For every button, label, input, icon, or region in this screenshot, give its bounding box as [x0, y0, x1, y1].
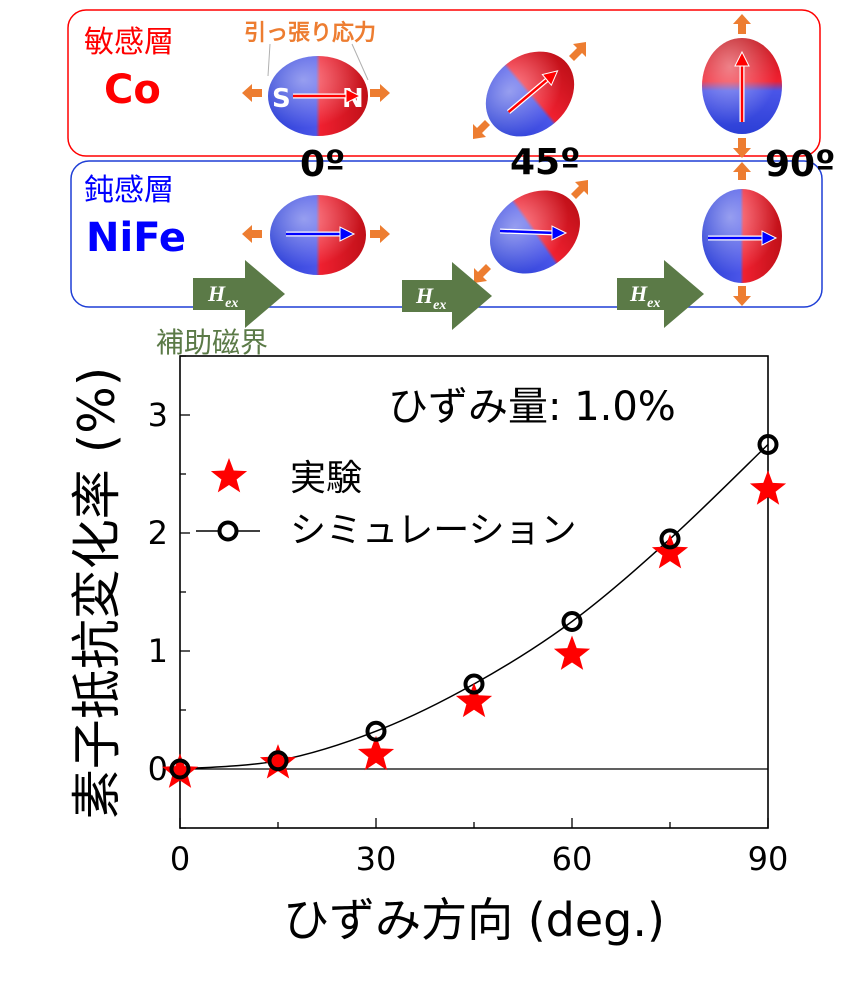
simulation-point	[463, 673, 485, 695]
y-tick-label: 3	[148, 396, 168, 434]
nife-magnet-90deg	[702, 189, 782, 283]
stress-arrow-right-nife-0	[370, 225, 390, 243]
field-symbol: H	[207, 281, 226, 306]
stress-arrow-ll-45	[473, 120, 490, 139]
stress-arrow-up-90	[733, 14, 751, 34]
stress-arrow-left-nife-0	[242, 225, 262, 243]
legend-label-simulation: シミュレーション	[290, 510, 577, 551]
insensitive-layer-label: 鈍感層	[84, 173, 174, 208]
experiment-point	[455, 682, 493, 718]
simulation-point	[365, 720, 387, 742]
assist-field-label: 補助磁界	[156, 326, 268, 359]
y-tick-label: 1	[148, 632, 168, 670]
co-magnet-0deg: S N	[268, 56, 368, 136]
sensitive-layer-frame	[67, 9, 821, 157]
legend: 実験 シミュレーション	[196, 458, 577, 551]
x-tick-label: 60	[552, 840, 593, 878]
nife-arrow-45deg	[499, 225, 568, 241]
insensitive-layer-material: NiFe	[86, 215, 186, 261]
experiment-point	[161, 753, 199, 788]
experiment-point	[749, 470, 787, 505]
svg-text:Hex: Hex	[415, 283, 446, 313]
simulation-point	[267, 750, 289, 772]
stress-pointer-right	[351, 43, 369, 81]
experiment-point	[259, 744, 297, 779]
simulation-point	[659, 528, 681, 550]
field-symbol: H	[415, 283, 434, 308]
stress-arrow-ur-nife-45	[571, 180, 588, 199]
angle-label-90: 90º	[765, 144, 835, 185]
field-subscript: ex	[647, 296, 660, 311]
field-arrow-3: Hex	[617, 260, 704, 328]
co-magnet-45deg	[485, 51, 575, 137]
legend-circle-marker	[217, 520, 239, 542]
simulation-point	[757, 434, 779, 455]
x-axis-label: ひずみ方向 (deg.)	[283, 893, 665, 947]
x-tick-label: 90	[748, 840, 789, 878]
stress-arrow-down2-90	[733, 286, 751, 306]
stress-pointer-left	[267, 43, 271, 77]
data-markers	[161, 434, 787, 788]
magnet-pole-s: S	[272, 84, 291, 114]
experiment-point	[357, 735, 395, 771]
y-tick-label: 0	[148, 750, 168, 788]
svg-text:Hex: Hex	[207, 281, 238, 311]
experiment-point	[651, 534, 689, 569]
stress-arrow-ur-45	[569, 42, 586, 61]
field-subscript: ex	[225, 296, 238, 311]
annotation-strain: ひずみ量: 1.0%	[388, 384, 676, 430]
stress-arrow-right-0	[370, 84, 390, 102]
x-tick-label: 30	[356, 840, 397, 878]
nife-magnet-0deg	[270, 195, 366, 275]
angle-label-0: 0º	[300, 144, 345, 185]
sensitive-layer-material: Co	[104, 67, 161, 113]
legend-label-experiment: 実験	[290, 458, 362, 499]
svg-text:Hex: Hex	[629, 281, 660, 311]
sensitive-layer-label: 敏感層	[84, 25, 174, 60]
experiment-point	[553, 635, 591, 670]
co-magnet-90deg	[702, 38, 782, 134]
legend-star-marker	[210, 458, 248, 493]
tensile-stress-label: 引っ張り応力	[244, 20, 376, 46]
stress-arrow-left-0	[242, 84, 262, 102]
field-arrow-2: Hex	[402, 262, 492, 330]
stress-arrow-down-90	[733, 138, 751, 158]
schematic-diagram: 敏感層 Co 鈍感層 NiFe 引っ張り応力 0º 45º 90º S N	[67, 9, 835, 359]
field-symbol: H	[629, 281, 648, 306]
y-tick-label: 2	[148, 514, 168, 552]
stress-arrow-up2-90	[733, 162, 751, 180]
x-tick-label: 0	[170, 840, 190, 878]
field-subscript: ex	[433, 298, 446, 313]
simulation-point	[561, 611, 583, 632]
stress-arrow-ll-nife-45	[474, 264, 491, 283]
field-arrow-1: Hex	[193, 260, 285, 328]
simulation-point	[169, 758, 191, 780]
y-axis-label: 素子抵抗変化率 (%)	[68, 367, 126, 819]
angle-label-45: 45º	[510, 142, 580, 183]
simulation-line	[179, 443, 769, 770]
